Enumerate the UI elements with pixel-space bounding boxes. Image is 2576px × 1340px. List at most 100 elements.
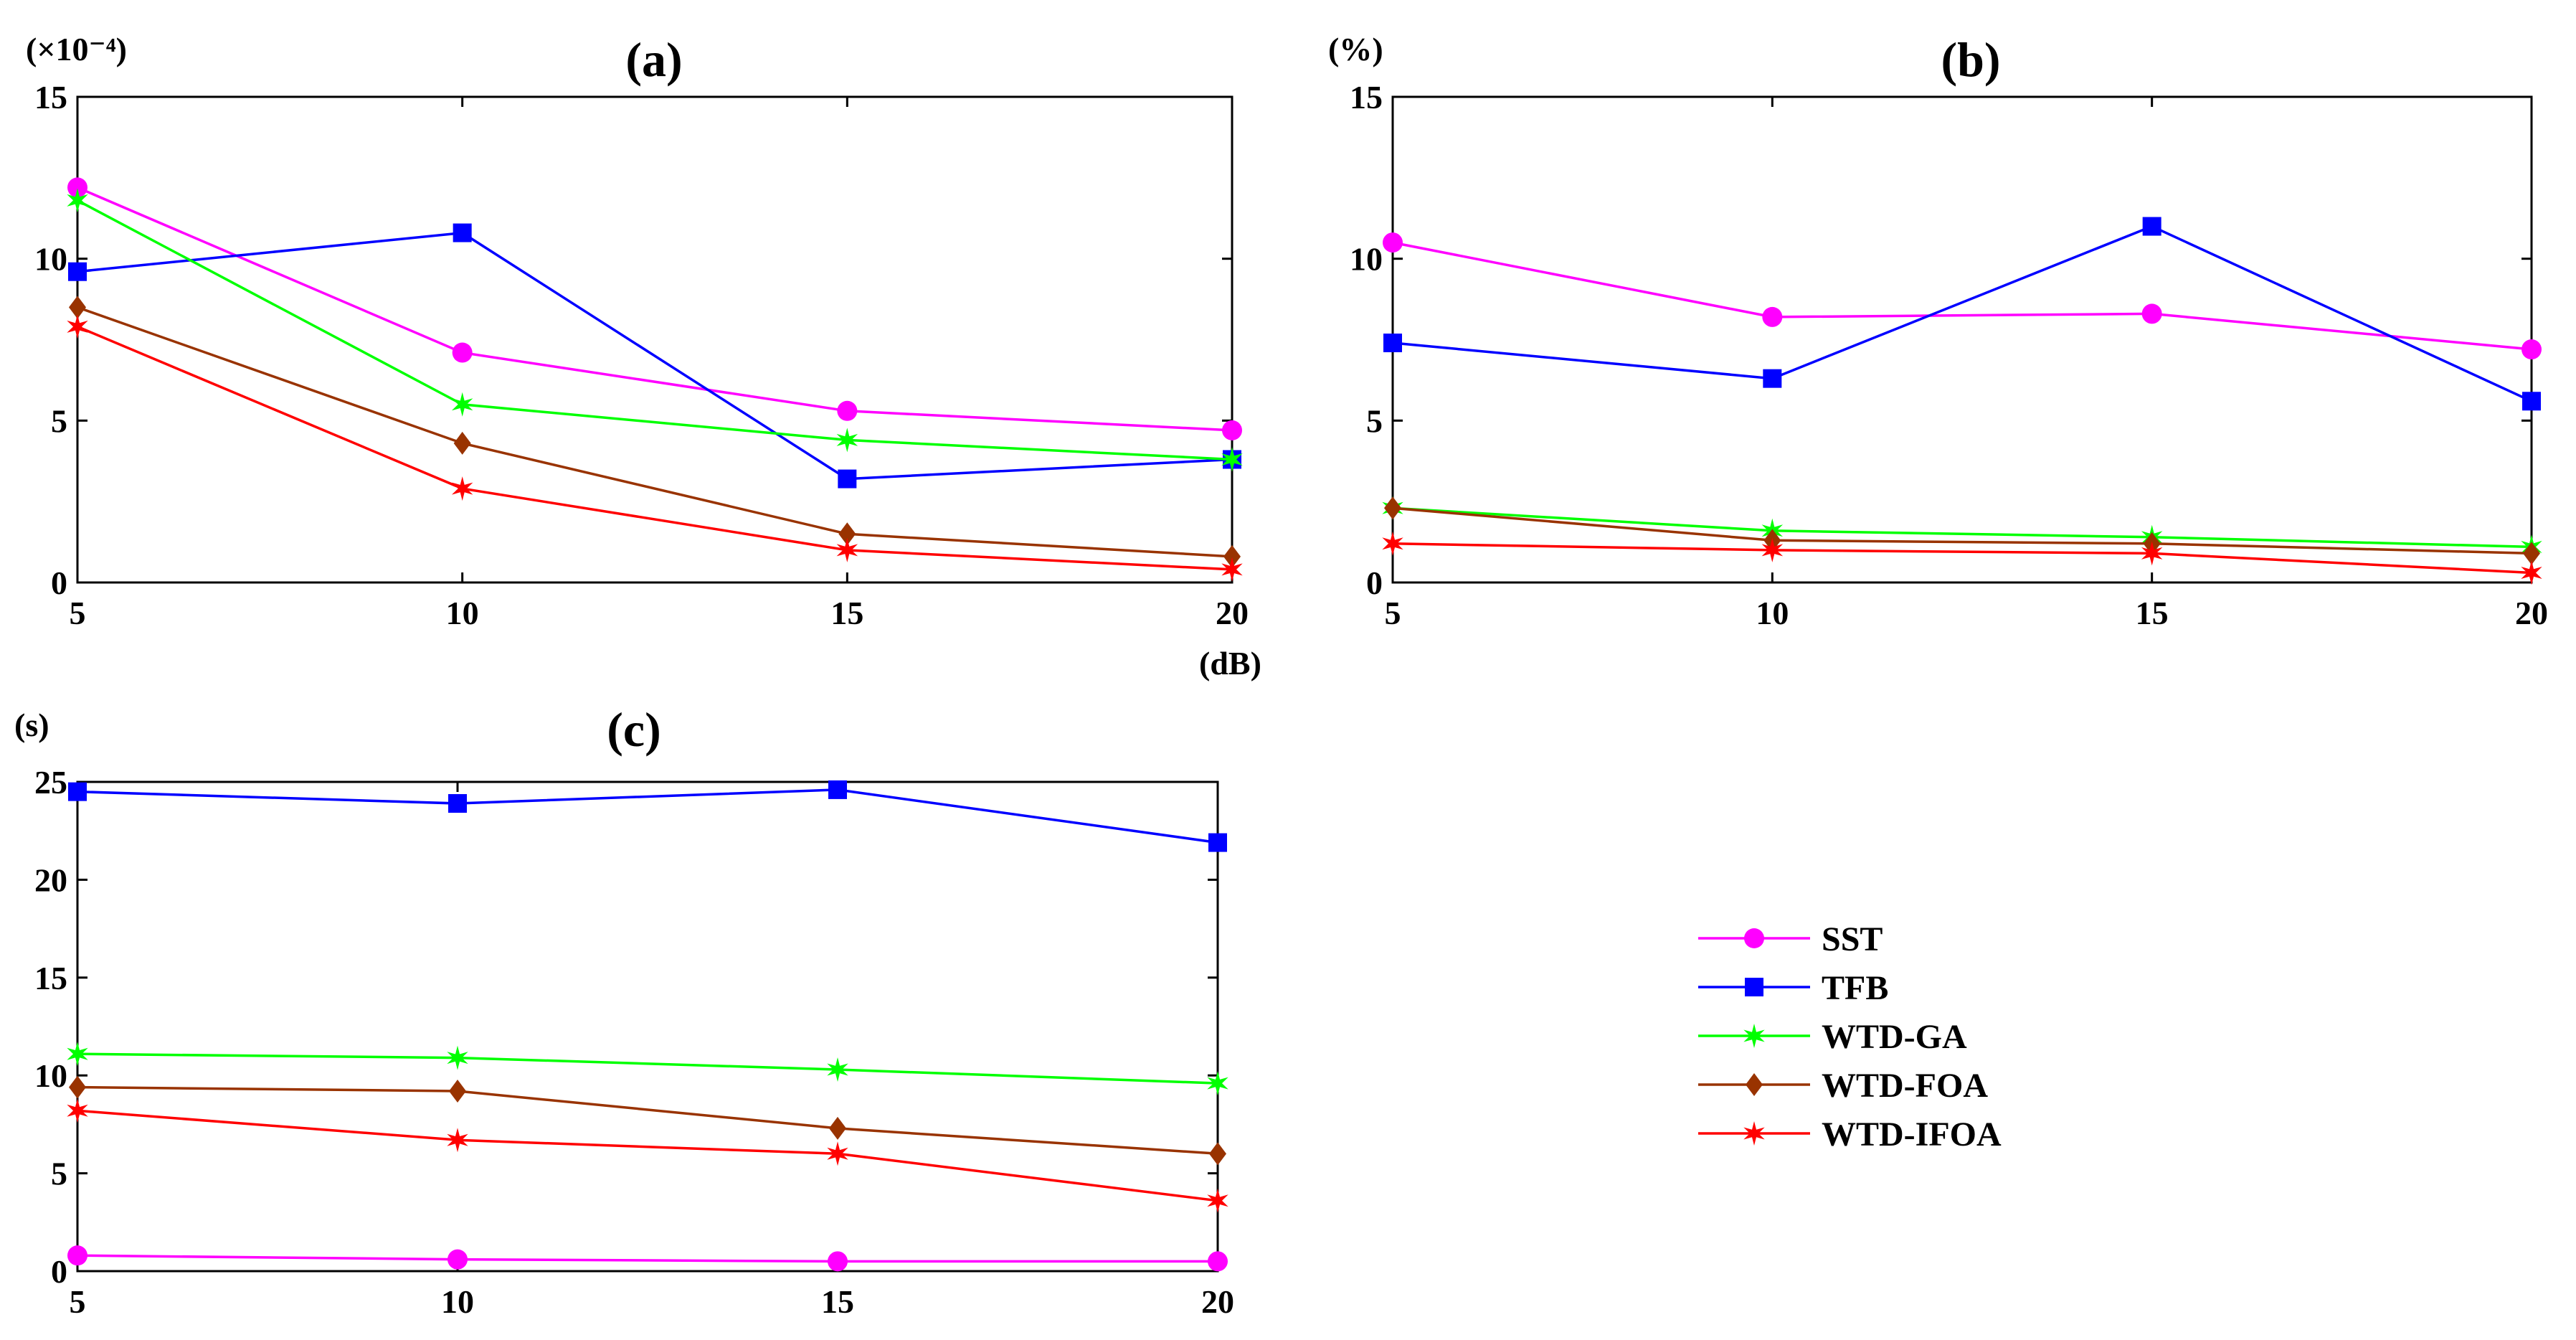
series-line bbox=[77, 231, 1233, 481]
data-point bbox=[1207, 1188, 1228, 1213]
data-point bbox=[1208, 1251, 1228, 1272]
x-tick-label: 10 bbox=[441, 1283, 474, 1320]
series-wtd-ifoa bbox=[67, 314, 1243, 582]
legend-item: TFB bbox=[1698, 969, 1888, 1007]
data-point bbox=[67, 1245, 87, 1266]
data-point bbox=[1207, 1071, 1228, 1096]
data-point bbox=[827, 1141, 848, 1166]
x-tick-label: 5 bbox=[70, 595, 86, 631]
legend-label: WTD-FOA bbox=[1822, 1067, 1988, 1105]
series-wtd-ifoa bbox=[1382, 531, 2542, 585]
y-tick-label: 15 bbox=[1350, 79, 1383, 115]
legend-marker bbox=[1746, 1073, 1763, 1096]
y-axis-unit-label: (s) bbox=[14, 707, 49, 743]
series-sst bbox=[67, 1245, 1228, 1272]
x-tick-label: 15 bbox=[830, 595, 863, 631]
legend-item: WTD-GA bbox=[1698, 1018, 1967, 1056]
series-line bbox=[1392, 506, 2532, 549]
y-axis-unit-label: (×10⁻⁴) bbox=[26, 31, 127, 67]
series-sst bbox=[67, 177, 1242, 440]
data-point bbox=[2141, 303, 2162, 324]
series-line bbox=[1392, 241, 2532, 351]
y-tick-label: 10 bbox=[34, 241, 67, 278]
legend: SST TFB WTD-GA WTD-FOA WTD-IFOA bbox=[1698, 920, 2002, 1153]
series-wtd-ga bbox=[67, 1042, 1228, 1096]
plot-area-b bbox=[1391, 95, 2533, 584]
data-point bbox=[452, 342, 473, 363]
data-point bbox=[838, 522, 856, 546]
data-point bbox=[68, 262, 87, 281]
x-tick-label: 15 bbox=[821, 1283, 854, 1320]
data-point bbox=[827, 1057, 848, 1082]
data-point bbox=[451, 392, 473, 417]
data-point bbox=[836, 537, 858, 562]
legend-label: WTD-IFOA bbox=[1822, 1115, 2002, 1153]
series-wtd-foa bbox=[69, 296, 1241, 568]
x-tick-label: 15 bbox=[2136, 595, 2169, 631]
series-line bbox=[77, 325, 1233, 571]
legend-marker bbox=[1745, 978, 1763, 996]
data-point bbox=[2521, 339, 2542, 360]
legend-item: WTD-IFOA bbox=[1698, 1115, 2002, 1153]
data-point bbox=[69, 1075, 86, 1099]
data-point bbox=[451, 476, 473, 501]
data-point bbox=[449, 1080, 466, 1103]
y-tick-label: 5 bbox=[1366, 402, 1383, 439]
data-point bbox=[453, 223, 472, 242]
plot-area-a bbox=[76, 95, 1233, 584]
data-point bbox=[67, 1098, 88, 1123]
data-point bbox=[1221, 557, 1243, 582]
y-tick-label: 0 bbox=[1366, 565, 1383, 601]
data-point bbox=[828, 1251, 848, 1272]
y-tick-label: 25 bbox=[34, 764, 67, 801]
series-line bbox=[1392, 542, 2532, 575]
data-point bbox=[828, 780, 847, 799]
y-tick-label: 0 bbox=[51, 565, 67, 601]
data-point bbox=[2522, 392, 2541, 411]
y-tick-label: 0 bbox=[51, 1253, 67, 1290]
data-point bbox=[67, 177, 87, 198]
y-tick-label: 20 bbox=[34, 862, 67, 898]
series-wtd-foa bbox=[69, 1075, 1226, 1166]
data-point bbox=[1384, 496, 1401, 520]
y-tick-label: 10 bbox=[1350, 241, 1383, 278]
series-line bbox=[77, 1052, 1218, 1085]
y-tick-label: 15 bbox=[34, 960, 67, 996]
data-point bbox=[67, 1042, 88, 1067]
x-tick-label: 10 bbox=[1756, 595, 1789, 631]
legend-marker bbox=[1744, 928, 1764, 948]
data-point bbox=[1762, 306, 1783, 327]
data-point bbox=[447, 1128, 468, 1153]
x-axis-unit-label: (dB) bbox=[1199, 645, 1261, 681]
series-wtd-ga bbox=[67, 188, 1243, 472]
x-tick-label: 20 bbox=[1216, 595, 1249, 631]
series-line bbox=[77, 186, 1233, 432]
series-line bbox=[77, 1085, 1218, 1156]
series-line bbox=[77, 1109, 1218, 1202]
data-point bbox=[2142, 217, 2161, 236]
plot-area-c bbox=[76, 780, 1219, 1273]
data-point bbox=[1208, 833, 1227, 852]
data-point bbox=[69, 296, 86, 319]
legend-label: TFB bbox=[1822, 969, 1888, 1007]
chart-title: (a) bbox=[625, 32, 682, 87]
x-tick-label: 20 bbox=[2515, 595, 2548, 631]
data-point bbox=[448, 794, 467, 813]
legend-label: SST bbox=[1822, 920, 1883, 958]
data-point bbox=[1383, 232, 1403, 253]
y-tick-label: 5 bbox=[51, 402, 67, 439]
data-point bbox=[1382, 531, 1403, 556]
data-point bbox=[838, 469, 857, 489]
series-line bbox=[1392, 506, 2532, 555]
data-point bbox=[2141, 541, 2163, 566]
data-point bbox=[1383, 334, 1402, 353]
data-point bbox=[1222, 420, 1242, 440]
y-axis-unit-label: (%) bbox=[1328, 31, 1383, 67]
x-tick-label: 5 bbox=[70, 1283, 86, 1320]
series-line bbox=[1392, 225, 2532, 402]
legend-label: WTD-GA bbox=[1822, 1018, 1967, 1056]
